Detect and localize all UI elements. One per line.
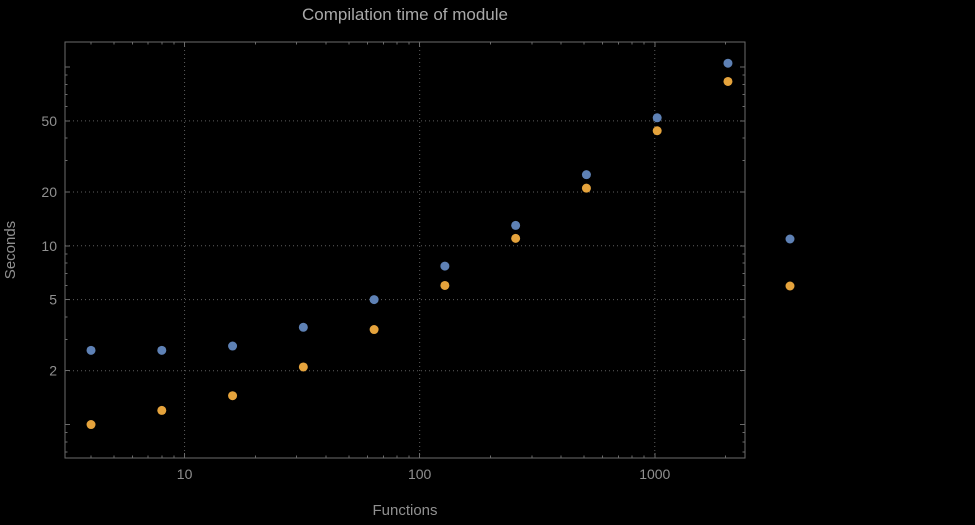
data-point-series-1-blue	[652, 113, 662, 123]
data-point-series-1-blue	[581, 170, 591, 180]
y-tick-label-10: 10	[41, 238, 57, 254]
data-point-series-1-blue	[511, 220, 521, 230]
y-tick-label-5: 5	[49, 292, 57, 308]
data-point-series-2-orange	[228, 391, 238, 401]
data-point-series-1-blue	[86, 345, 96, 355]
legend-marker-1	[785, 234, 795, 244]
data-point-series-1-blue	[298, 322, 308, 332]
data-point-series-2-orange	[511, 233, 521, 243]
x-tick-label-1000: 1000	[639, 466, 670, 482]
data-point-series-2-orange	[86, 420, 96, 430]
data-point-series-2-orange	[157, 405, 167, 415]
y-tick-label-2: 2	[49, 363, 57, 379]
legend-marker-2	[785, 281, 795, 291]
y-axis-label: Seconds	[2, 220, 19, 280]
data-point-series-1-blue	[369, 295, 379, 305]
y-tick-label-50: 50	[41, 113, 57, 129]
chart-title: Compilation time of module	[302, 5, 508, 24]
data-point-series-2-orange	[440, 280, 450, 290]
data-point-series-1-blue	[723, 58, 733, 68]
x-tick-label-10: 10	[177, 466, 193, 482]
y-tick-label-20: 20	[41, 184, 57, 200]
data-point-series-2-orange	[723, 76, 733, 86]
plot-frame	[64, 41, 746, 459]
data-point-series-2-orange	[652, 126, 662, 136]
data-point-series-2-orange	[581, 183, 591, 193]
data-point-series-1-blue	[440, 261, 450, 271]
data-point-series-2-orange	[298, 362, 308, 372]
data-point-series-1-blue	[157, 345, 167, 355]
x-axis-label: Functions	[372, 502, 438, 519]
data-point-series-2-orange	[369, 325, 379, 335]
data-point-series-1-blue	[228, 341, 238, 351]
x-tick-label-100: 100	[408, 466, 432, 482]
